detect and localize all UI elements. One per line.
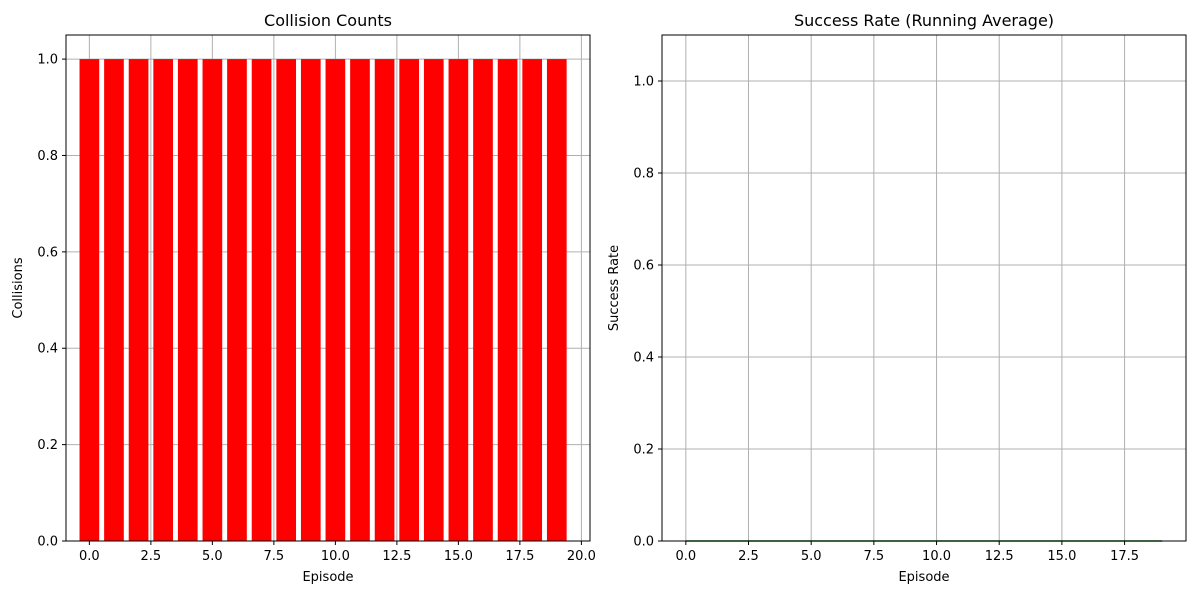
success-x-tick-label: 2.5 — [738, 549, 759, 564]
collision-x-tick-label: 5.0 — [202, 549, 223, 564]
success-x-tick-label: 10.0 — [922, 549, 951, 564]
collision-x-tick-label: 7.5 — [264, 549, 285, 564]
collision-bar — [177, 59, 198, 541]
success-y-tick-label: 0.2 — [633, 443, 654, 458]
collision-x-tick-label: 10.0 — [321, 549, 350, 564]
collision-x-axis-label: Episode — [302, 570, 353, 585]
collision-y-tick-label: 0.2 — [37, 438, 58, 453]
collision-y-tick-label: 1.0 — [37, 53, 58, 68]
collision-y-axis-label: Collisions — [11, 257, 26, 318]
collision-bar — [473, 59, 493, 541]
collision-x-tick-label: 12.5 — [382, 549, 411, 564]
collision-bar — [128, 59, 149, 541]
collision-bar — [522, 59, 543, 541]
collision-bars — [79, 59, 567, 541]
success-rate-chart: 0.0 2.5 5.0 7.5 10.0 12.5 15.0 17.5 0.0 0.2 0.4 0.6… — [607, 11, 1187, 585]
collision-x-tick-label: 20.0 — [567, 549, 596, 564]
success-ticks: 0.0 2.5 5.0 7.5 10.0 12.5 15.0 17.5 0.0 0.2 0.4 0.6… — [633, 75, 1139, 565]
collision-bar — [153, 59, 174, 541]
collision-bar — [423, 59, 444, 541]
collision-chart-title: Collision Counts — [264, 11, 392, 30]
success-chart-title: Success Rate (Running Average) — [794, 11, 1054, 30]
success-x-tick-label: 7.5 — [864, 549, 885, 564]
collision-x-tick-label: 2.5 — [141, 549, 162, 564]
success-y-tick-label: 0.6 — [633, 259, 654, 274]
success-x-axis-label: Episode — [898, 570, 949, 585]
success-x-tick-label: 0.0 — [675, 549, 696, 564]
collision-bar — [374, 59, 395, 541]
success-x-tick-label: 5.0 — [801, 549, 822, 564]
collision-counts-chart: 0.0 2.5 5.0 7.5 10.0 12.5 15.0 17.5 20.0 0.0 0.2 0.… — [11, 11, 596, 585]
collision-bar — [104, 59, 124, 541]
collision-y-tick-label: 0.0 — [37, 535, 58, 550]
success-x-tick-label: 12.5 — [985, 549, 1014, 564]
collision-bar — [300, 59, 321, 541]
collision-ticks: 0.0 2.5 5.0 7.5 10.0 12.5 15.0 17.5 20.0 0.0 0.2 0.… — [37, 53, 596, 564]
success-x-tick-label: 15.0 — [1047, 549, 1076, 564]
success-y-tick-label: 0.4 — [633, 351, 654, 366]
collision-y-tick-label: 0.8 — [37, 149, 58, 164]
success-y-tick-label: 0.8 — [633, 167, 654, 182]
collision-bar — [79, 59, 100, 541]
collision-bar — [227, 59, 247, 541]
success-y-tick-label: 1.0 — [633, 75, 654, 90]
collision-bar — [497, 59, 518, 541]
collision-bar — [448, 59, 469, 541]
collision-bar — [399, 59, 420, 541]
success-y-axis-label: Success Rate — [607, 245, 622, 331]
collision-y-tick-label: 0.6 — [37, 245, 58, 260]
success-y-tick-label: 0.0 — [633, 535, 654, 550]
collision-x-tick-label: 0.0 — [79, 549, 100, 564]
collision-bar — [325, 59, 346, 541]
collision-bar — [251, 59, 272, 541]
collision-x-tick-label: 15.0 — [444, 549, 473, 564]
success-x-tick-label: 17.5 — [1110, 549, 1139, 564]
collision-plot-frame — [65, 34, 591, 542]
success-grid — [662, 35, 1186, 542]
collision-bar — [350, 59, 370, 541]
collision-bar — [202, 59, 223, 541]
collision-bar — [276, 59, 297, 541]
collision-y-tick-label: 0.4 — [37, 342, 58, 357]
collision-bar — [546, 59, 567, 541]
collision-x-tick-label: 17.5 — [505, 549, 534, 564]
success-plot-frame — [661, 34, 1187, 542]
